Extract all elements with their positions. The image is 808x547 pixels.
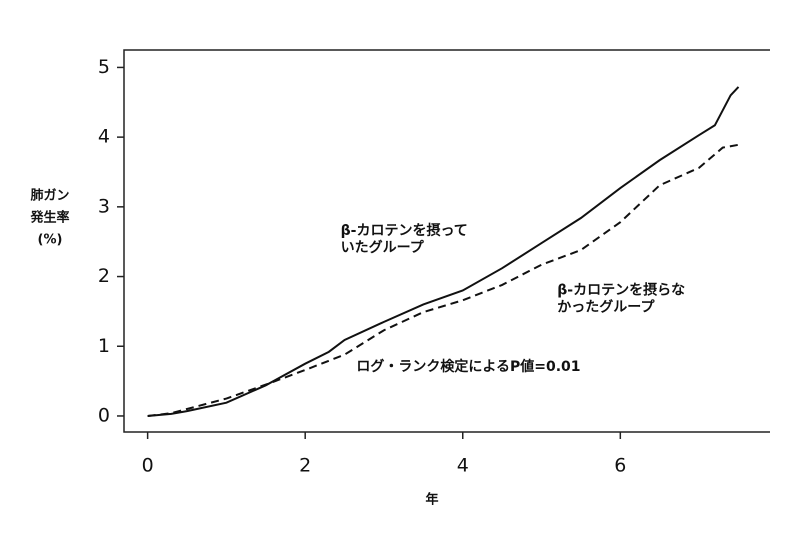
x-tick-label: 2 xyxy=(299,455,311,477)
data-line xyxy=(147,86,740,417)
y-axis-label: (%) xyxy=(38,233,63,248)
y-tick-label: 4 xyxy=(98,126,110,148)
x-tick-label: 4 xyxy=(457,455,469,477)
annotation: いたグループ xyxy=(341,239,425,256)
y-tick-label: 2 xyxy=(98,265,110,287)
x-tick-label: 0 xyxy=(142,455,154,477)
data-line xyxy=(147,143,739,417)
y-tick-label: 1 xyxy=(98,335,110,357)
y-axis-label: 肺ガン xyxy=(30,188,69,204)
y-tick-label: 3 xyxy=(98,195,110,217)
annotation: β-カロテンを摂らな xyxy=(557,281,685,298)
x-tick-label: 6 xyxy=(614,455,626,477)
annotation: β-カロテンを摂って xyxy=(341,222,468,239)
annotation: ログ・ランク検定によるP値=0.01 xyxy=(356,358,580,375)
y-tick-label: 0 xyxy=(98,404,110,426)
plot-frame xyxy=(123,49,770,433)
y-axis-label: 発生率 xyxy=(29,210,69,226)
y-tick-label: 5 xyxy=(98,56,110,78)
annotation: かったグループ xyxy=(557,298,655,315)
x-axis-label: 年 xyxy=(425,492,438,508)
